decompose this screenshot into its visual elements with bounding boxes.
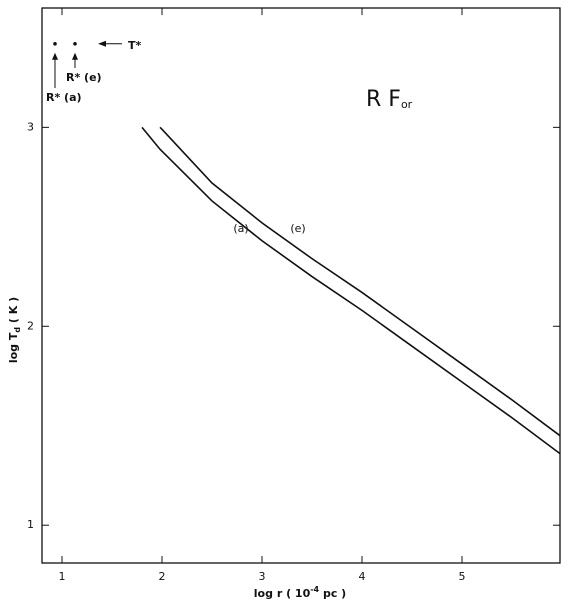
- series-label: (e): [290, 222, 305, 235]
- plot-frame: [41, 7, 561, 564]
- y-label-sub: d: [13, 327, 22, 333]
- line-series: [159, 126, 561, 437]
- arrow-head: [72, 52, 78, 60]
- arrow-label: T*: [128, 39, 142, 52]
- y-tick-label: 1: [27, 518, 34, 531]
- x-label-text: log r ( 10: [254, 587, 311, 600]
- x-axis-label: log r ( 10-4 pc ): [254, 585, 346, 601]
- x-tick-label: 2: [159, 570, 166, 583]
- x-tick-label: 5: [459, 570, 466, 583]
- y-tick-label: 2: [27, 319, 34, 332]
- title-main: R F: [366, 87, 401, 112]
- x-tick-label: 3: [259, 570, 266, 583]
- line-series: [141, 126, 561, 455]
- x-label-sup: -4: [310, 585, 319, 594]
- y-axis-label: log Td ( K ): [7, 297, 22, 363]
- x-tick-label: 1: [59, 570, 66, 583]
- data-point: [53, 42, 57, 46]
- point-label: R* (e): [66, 71, 102, 84]
- arrow-head: [52, 52, 58, 60]
- title-sub: or: [401, 98, 413, 111]
- y-label-text: ( K ): [7, 297, 20, 327]
- point-label: R* (a): [46, 91, 82, 104]
- series-label: (a): [233, 222, 248, 235]
- data-point: [73, 42, 77, 46]
- x-tick-label: 4: [359, 570, 366, 583]
- x-label-text: pc ): [319, 587, 346, 600]
- y-tick-label: 3: [27, 120, 34, 133]
- y-label-text: log T: [7, 332, 20, 363]
- arrow-head: [98, 40, 106, 47]
- chart-title: R For: [366, 87, 413, 112]
